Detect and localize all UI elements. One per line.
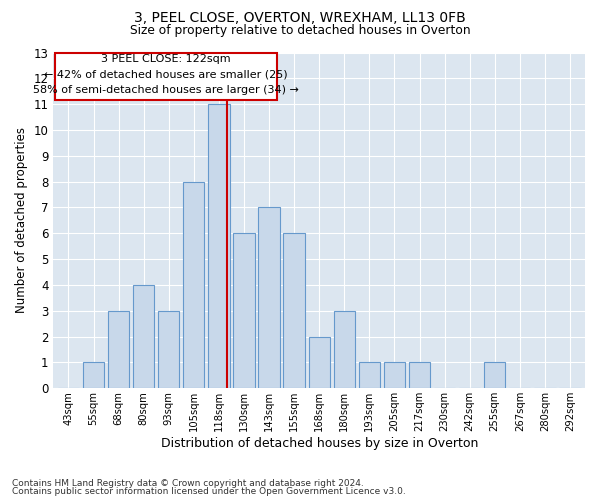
Text: Size of property relative to detached houses in Overton: Size of property relative to detached ho… <box>130 24 470 37</box>
Bar <box>233 234 254 388</box>
Text: 3, PEEL CLOSE, OVERTON, WREXHAM, LL13 0FB: 3, PEEL CLOSE, OVERTON, WREXHAM, LL13 0F… <box>134 11 466 25</box>
Bar <box>308 336 330 388</box>
Bar <box>83 362 104 388</box>
Bar <box>359 362 380 388</box>
Text: 3 PEEL CLOSE: 122sqm: 3 PEEL CLOSE: 122sqm <box>101 54 230 64</box>
Bar <box>409 362 430 388</box>
Text: ← 42% of detached houses are smaller (25): ← 42% of detached houses are smaller (25… <box>44 70 287 80</box>
Bar <box>158 311 179 388</box>
Bar <box>183 182 205 388</box>
Bar <box>108 311 129 388</box>
Bar <box>133 285 154 389</box>
Bar <box>384 362 405 388</box>
Y-axis label: Number of detached properties: Number of detached properties <box>15 128 28 314</box>
Bar <box>208 104 230 389</box>
Bar <box>259 208 280 388</box>
FancyBboxPatch shape <box>55 52 277 100</box>
Bar <box>283 234 305 388</box>
Text: Contains public sector information licensed under the Open Government Licence v3: Contains public sector information licen… <box>12 487 406 496</box>
Text: 58% of semi-detached houses are larger (34) →: 58% of semi-detached houses are larger (… <box>32 85 299 95</box>
Bar <box>484 362 505 388</box>
Bar <box>334 311 355 388</box>
Text: Contains HM Land Registry data © Crown copyright and database right 2024.: Contains HM Land Registry data © Crown c… <box>12 478 364 488</box>
X-axis label: Distribution of detached houses by size in Overton: Distribution of detached houses by size … <box>161 437 478 450</box>
